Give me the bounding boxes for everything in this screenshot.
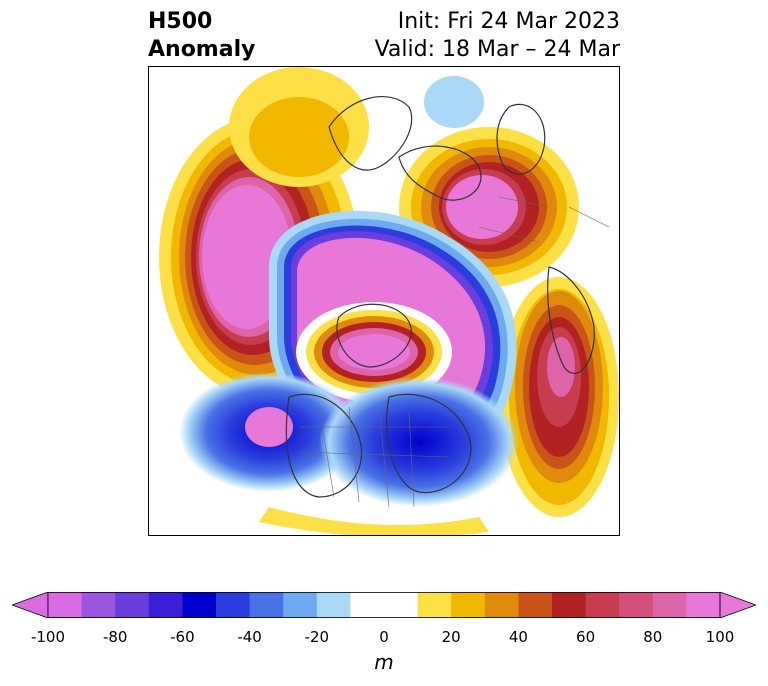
colorbar-segment: [484, 592, 519, 618]
coastlines: [285, 96, 595, 498]
positive-anomaly-south: [259, 507, 489, 535]
title-right: Init: Fri 24 Mar 2023 Valid: 18 Mar – 24…: [375, 8, 620, 64]
colorbar-segment: [81, 592, 116, 618]
colorbar-tick-label: 20: [441, 628, 461, 646]
title-variable: H500: [148, 9, 213, 34]
colorbar-segment: [619, 592, 654, 618]
colorbar: [10, 591, 758, 619]
colorbar-tick-label: 40: [508, 628, 528, 646]
colorbar-segment: [552, 592, 587, 618]
positive-anomaly-east-asia: [499, 277, 619, 517]
colorbar-segment: [115, 592, 150, 618]
negative-anomaly-southwest-core: [245, 407, 293, 447]
colorbar-segment: [283, 592, 318, 618]
colorbar-tick-label: 100: [705, 628, 735, 646]
negative-anomaly-top: [424, 76, 484, 128]
colorbar-tick-label: 80: [643, 628, 663, 646]
positive-anomaly-pole: [296, 302, 452, 402]
colorbar-segment: [350, 592, 385, 618]
init-time: Init: Fri 24 Mar 2023: [397, 9, 620, 34]
colorbar-extend-high: [719, 591, 758, 619]
colorbar-tick-label: 0: [379, 628, 389, 646]
colorbar-segment: [518, 592, 553, 618]
colorbar-units: m: [374, 650, 394, 674]
title-left: H500 Anomaly: [148, 8, 255, 64]
colorbar-extend-low: [10, 591, 49, 619]
colorbar-svg: [10, 591, 758, 619]
colorbar-segment: [384, 592, 419, 618]
colorbar-segment: [249, 592, 284, 618]
anomaly-map: [148, 66, 620, 536]
colorbar-tick-label: 60: [576, 628, 596, 646]
colorbar-segment: [585, 592, 620, 618]
colorbar-tick-label: -60: [170, 628, 195, 646]
colorbar-tick-label: -20: [304, 628, 330, 646]
colorbar-segment: [686, 592, 721, 618]
colorbar-segment: [216, 592, 251, 618]
colorbar-segment: [182, 592, 217, 618]
colorbar-tick-label: -40: [237, 628, 262, 646]
map-svg: [159, 67, 619, 535]
colorbar-segment: [48, 592, 83, 618]
borders: [298, 196, 610, 508]
colorbar-segment: [148, 592, 183, 618]
positive-anomaly-north: [229, 67, 369, 187]
colorbar-outline: [47, 592, 721, 618]
title-anomaly: Anomaly: [148, 37, 256, 62]
colorbar-tick-label: -80: [102, 628, 128, 646]
colorbar-segment: [316, 592, 351, 618]
colorbar-tick-label: -100: [30, 628, 66, 646]
valid-period: Valid: 18 Mar – 24 Mar: [374, 37, 620, 62]
colorbar-segment: [652, 592, 687, 618]
colorbar-segment: [417, 592, 452, 618]
colorbar-segment: [451, 592, 486, 618]
negative-anomaly-south: [319, 377, 519, 507]
